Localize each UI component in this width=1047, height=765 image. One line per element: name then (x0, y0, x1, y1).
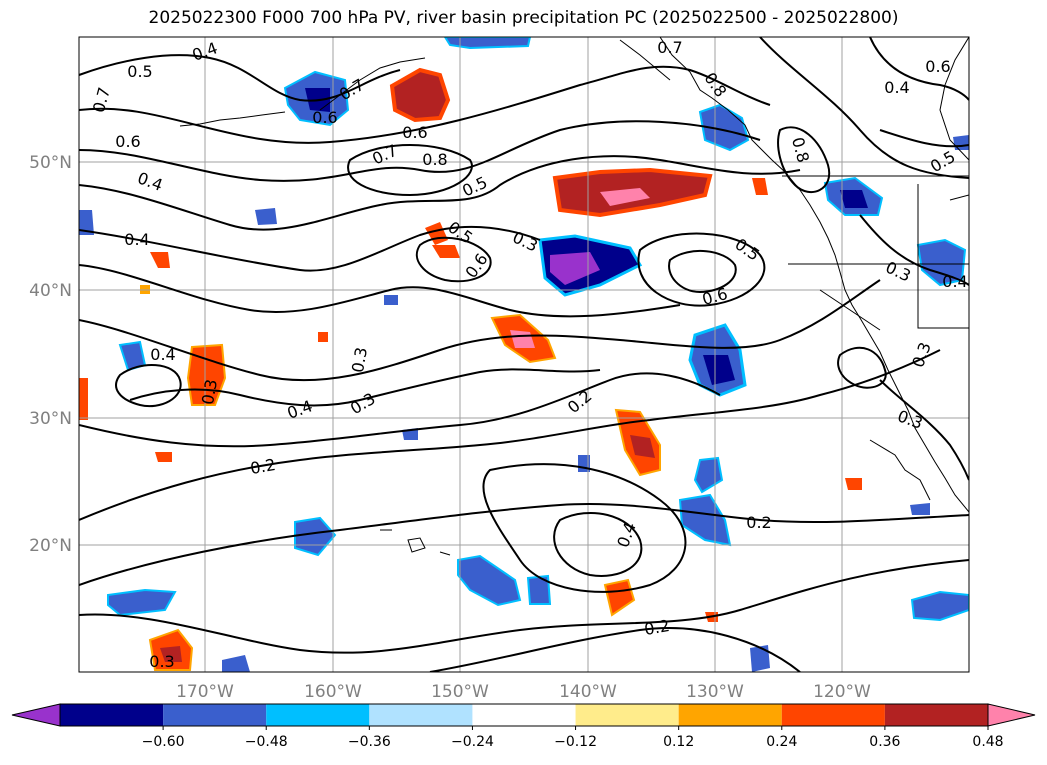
map-plot-area (79, 37, 969, 672)
latitude-labels: 50°N 40°N 30°N 20°N (29, 153, 72, 556)
contour-label: 0.6 (700, 284, 730, 309)
lat-label: 40°N (29, 281, 72, 301)
graticule (79, 37, 969, 672)
colorbar-swatch (884, 704, 988, 726)
precip-negative-anomalies (79, 37, 969, 672)
colorbar-extend-min (11, 703, 61, 727)
colorbar-swatch (472, 704, 576, 726)
colorbar-swatch (781, 704, 885, 726)
contour-label: 0.2 (564, 386, 596, 417)
contour-label: 0.3 (149, 652, 174, 671)
contour-label: 0.6 (925, 57, 950, 76)
contour-label: 0.5 (459, 173, 490, 201)
contour-label: 0.5 (927, 147, 959, 176)
lat-label: 20°N (29, 536, 72, 556)
contour-label: 0.4 (124, 230, 149, 249)
contour-label: 0.7 (89, 85, 114, 115)
colorbar-tick-label: −0.48 (245, 734, 288, 750)
colorbar-tick-label: 0.12 (663, 734, 694, 750)
colorbar-tick-label: −0.12 (554, 734, 597, 750)
colorbar-tick-label: 0.48 (972, 734, 1003, 750)
colorbar-tick-label: −0.60 (142, 734, 185, 750)
contour-label: 0.8 (422, 150, 447, 169)
map-title: 2025022300 F000 700 hPa PV, river basin … (148, 8, 899, 28)
contour-label: 0.2 (249, 455, 277, 478)
contour-label: 0.6 (402, 123, 427, 142)
colorbar-swatch (369, 704, 473, 726)
contour-label: 0.7 (657, 38, 682, 57)
contour-label: 0.3 (348, 346, 371, 374)
pv-contours (79, 37, 969, 672)
lon-label: 140°W (559, 682, 617, 702)
colorbar-swatch (575, 704, 679, 726)
lon-label: 150°W (431, 682, 489, 702)
colorbar-tick-label: −0.36 (348, 734, 391, 750)
lon-label: 170°W (176, 682, 234, 702)
colorbar-tick-label: −0.24 (451, 734, 494, 750)
contour-label: 0.3 (198, 378, 221, 406)
colorbar-swatch (163, 704, 267, 726)
colorbar-swatch (266, 704, 370, 726)
lon-label: 130°W (686, 682, 744, 702)
lon-label: 120°W (813, 682, 871, 702)
colorbar-extend-max (987, 703, 1036, 727)
colorbar-tick-label: 0.24 (766, 734, 797, 750)
colorbar: −0.60 −0.48 −0.36 −0.24 −0.12 0.12 0.24 0.36 0.4… (11, 703, 1036, 750)
colorbar-tick-label: 0.36 (869, 734, 900, 750)
contour-label: 0.4 (150, 345, 175, 364)
colorbar-swatch (678, 704, 782, 726)
colorbar-swatch (60, 704, 164, 726)
contour-label: 0.8 (788, 135, 813, 165)
contour-labels: 0.40.50.70.60.70.6 0.60.7 0.80.40.40.50.5 0… (89, 38, 968, 671)
map-frame (78, 36, 970, 673)
contour-label: 0.5 (127, 62, 152, 81)
contour-label: 0.4 (942, 272, 967, 291)
contour-label: 0.3 (347, 389, 379, 418)
contour-label: 0.4 (884, 78, 909, 97)
lat-label: 30°N (29, 409, 72, 429)
contour-label: 0.6 (115, 132, 140, 151)
longitude-labels: 170°W 160°W 150°W 140°W 130°W 120°W (176, 682, 871, 702)
contour-label: 0.2 (643, 616, 671, 639)
contour-label: 0.2 (746, 513, 771, 532)
contour-label: 0.8 (700, 69, 730, 101)
lat-label: 50°N (29, 153, 72, 173)
lon-label: 160°W (304, 682, 362, 702)
contour-label: 0.6 (312, 108, 337, 127)
